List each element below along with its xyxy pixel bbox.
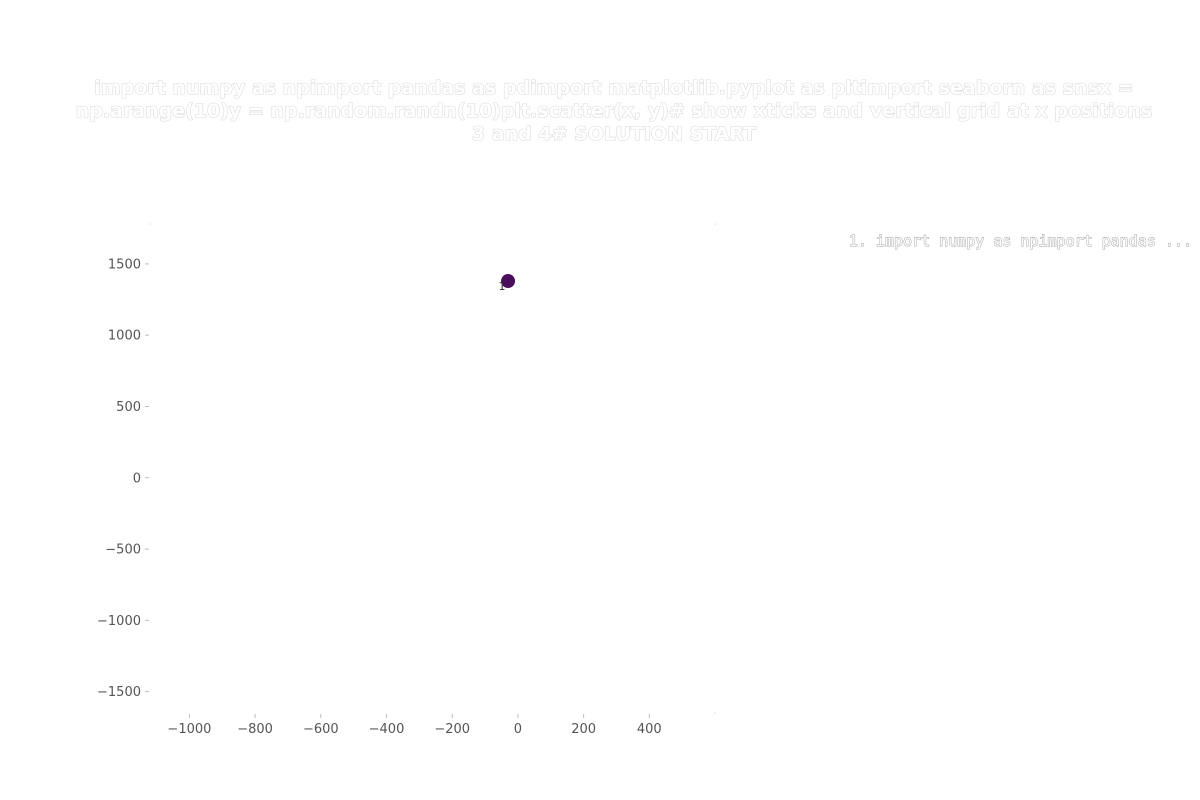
- plot-corner-mark: [714, 223, 716, 225]
- x-tick-label: 200: [571, 722, 596, 737]
- x-tick-label: −800: [237, 722, 273, 737]
- x-tick-label: −1000: [167, 722, 211, 737]
- plot-corner-mark: [149, 223, 151, 225]
- legend-entry-1: 1. import numpy as npimport pandas ...: [849, 232, 1192, 250]
- plot-area: [149, 223, 716, 714]
- chart-title-line-1: import numpy as npimport pandas as pdimp…: [94, 77, 1133, 99]
- y-tick-label: 1000: [108, 329, 141, 344]
- y-tick-label: 500: [116, 400, 141, 415]
- x-tick-label: −600: [303, 722, 339, 737]
- x-tick-label: 400: [637, 722, 662, 737]
- y-tick-label: −1500: [97, 685, 141, 700]
- plot-corner-mark: [714, 712, 716, 714]
- scatter-points: 1: [499, 274, 516, 293]
- y-tick-label: −1000: [97, 614, 141, 629]
- chart-title-line-3: 3 and 4# SOLUTION START: [472, 123, 756, 145]
- x-tick-label: −400: [369, 722, 405, 737]
- scatter-point: [501, 274, 516, 289]
- legend: 1. import numpy as npimport pandas ...: [848, 232, 1192, 251]
- y-tick-label: 0: [133, 471, 141, 486]
- chart-title-line-2: np.arange(10)y = np.random.randn(10)plt.…: [76, 100, 1153, 122]
- x-tick-label: −200: [434, 722, 470, 737]
- point-label: 1: [499, 280, 506, 293]
- y-tick-label: −500: [105, 543, 141, 558]
- y-tick-label: 1500: [108, 257, 141, 272]
- chart-title: import numpy as npimport pandas as pdimp…: [75, 76, 1153, 145]
- y-axis: 1500 1000 500 0 −500 −1000 −1500: [97, 257, 149, 700]
- x-axis: −1000 −800 −600 −400 −200 0 200 400: [167, 714, 662, 737]
- x-tick-label: 0: [514, 722, 522, 737]
